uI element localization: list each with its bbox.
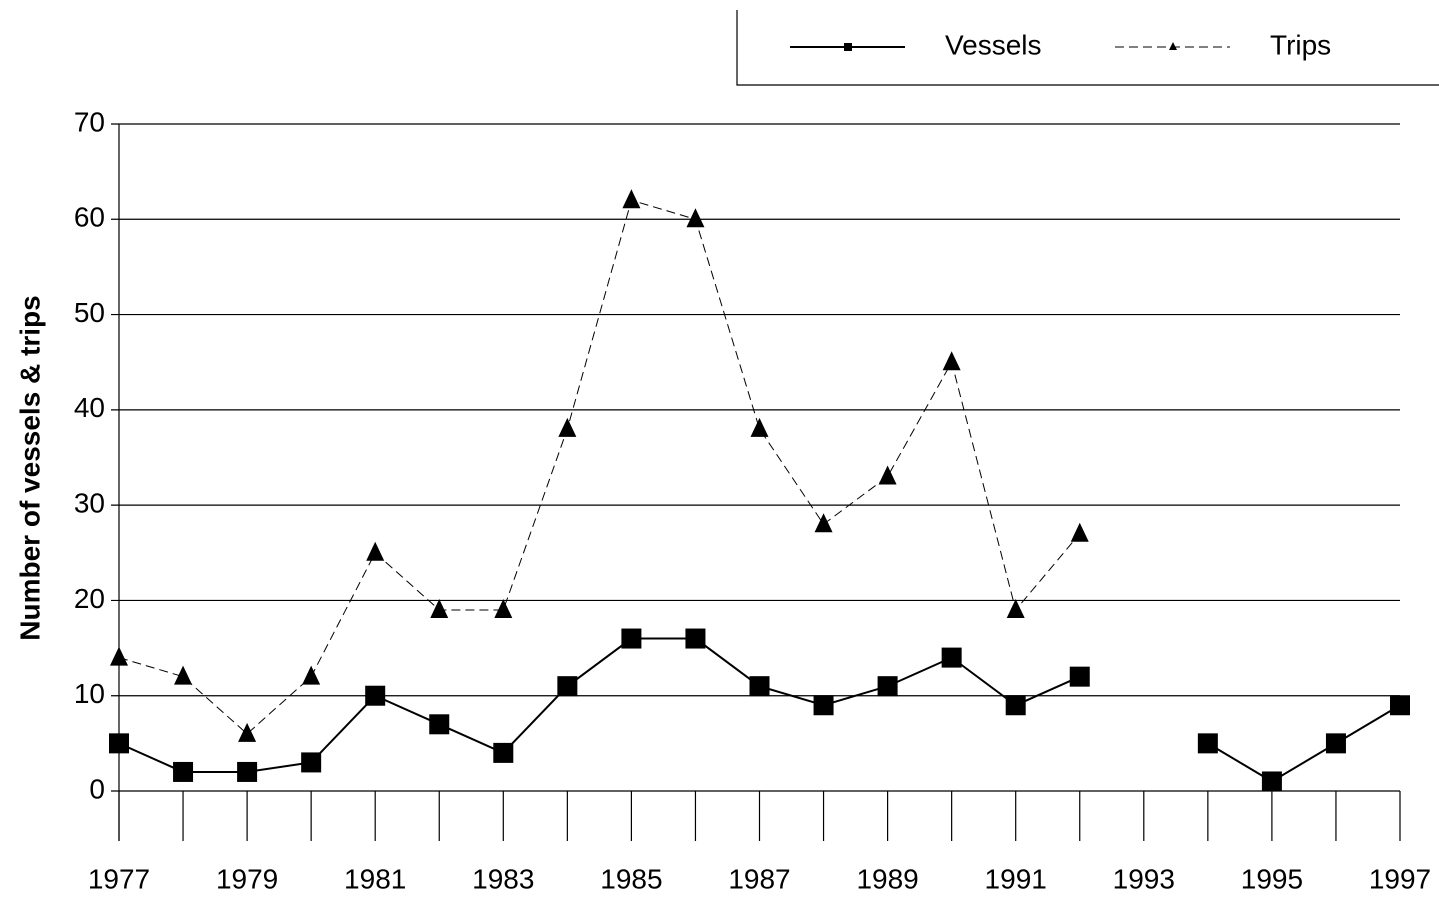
point [366,541,385,561]
x-tick-label: 1981 [344,863,406,894]
legend-label: Trips [1270,29,1331,60]
point [1261,771,1282,792]
x-tick-label: 1987 [728,863,790,894]
y-tick-label: 10 [74,678,105,709]
x-tick-label: 1989 [856,863,918,894]
point [237,761,258,782]
point [301,752,322,773]
point [302,665,321,685]
legend-marker [844,43,852,51]
point [1390,695,1410,716]
y-tick-label: 20 [74,583,105,614]
point [1006,598,1025,618]
y-tick-label: 40 [74,392,105,423]
legend-marker [1169,42,1177,50]
x-tick-label: 1979 [216,863,278,894]
point [750,417,769,437]
point [429,714,450,735]
x-tick-label: 1983 [472,863,534,894]
point [685,628,706,649]
y-tick-label: 30 [74,488,105,519]
point [494,598,513,618]
point [1070,522,1089,542]
point [1005,695,1026,716]
point [686,208,705,228]
point [365,685,386,706]
point [813,695,834,716]
x-tick-label: 1993 [1113,863,1175,894]
point [814,513,833,533]
point [493,742,514,763]
y-tick-label: 0 [89,773,105,804]
point [110,646,128,666]
point [878,465,897,485]
x-tick-label: 1991 [985,863,1047,894]
point [942,351,961,371]
point [877,676,898,697]
point [621,628,642,649]
x-tick-label: 1985 [600,863,662,894]
point [558,417,577,437]
y-tick-label: 60 [74,202,105,233]
x-tick-label: 1995 [1241,863,1303,894]
point [173,761,194,782]
y-tick-label: 70 [74,106,105,137]
point [174,665,193,685]
x-tick-label: 1977 [88,863,150,894]
point [430,598,449,618]
point [109,733,129,754]
series-line [118,199,1081,735]
point [1197,733,1218,754]
point [941,647,962,668]
point [622,189,641,209]
series-line [118,637,1401,783]
y-tick-label: 50 [74,297,105,328]
point [749,676,770,697]
point [238,722,257,742]
x-tick-label: 1997 [1369,863,1431,894]
point [1069,666,1090,687]
point [557,676,578,697]
legend-label: Vessels [945,29,1042,60]
legend-box [736,10,1439,86]
y-axis-label: Number of vessels & trips [14,295,45,640]
point [1325,733,1346,754]
